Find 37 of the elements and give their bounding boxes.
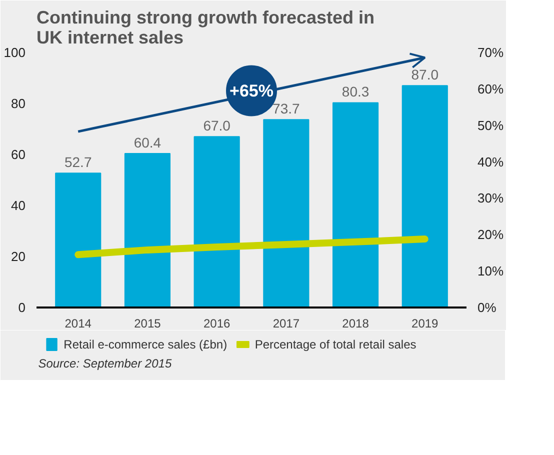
y-tick-label: 100 bbox=[4, 45, 26, 60]
chart-title: Continuing strong growth forecasted in UK internet sales bbox=[36, 8, 374, 48]
y2-tick-label: 10% bbox=[478, 264, 504, 279]
x-tick-label: 2015 bbox=[134, 316, 162, 330]
x-tick-label: 2016 bbox=[203, 316, 230, 330]
source-note: Source: September 2015 bbox=[38, 356, 172, 370]
data-label: 67.0 bbox=[203, 118, 231, 134]
x-tick-label: 2017 bbox=[272, 316, 300, 330]
bar bbox=[402, 85, 448, 308]
bar bbox=[124, 152, 171, 308]
x-tick-label: 2019 bbox=[412, 316, 439, 330]
y2-tick-label: 60% bbox=[478, 81, 504, 96]
bar bbox=[263, 119, 310, 308]
bar bbox=[332, 102, 379, 308]
y-tick-label: 40 bbox=[11, 198, 26, 213]
annotation: +65% bbox=[230, 81, 274, 100]
y2-tick-label: 70% bbox=[478, 45, 504, 60]
x-tick-label: 2018 bbox=[342, 316, 370, 330]
y2-tick-label: 20% bbox=[478, 227, 504, 242]
data-label: 52.7 bbox=[64, 154, 92, 170]
legend-label: Retail e-commerce sales (£bn) bbox=[64, 338, 228, 352]
data-label: 80.3 bbox=[342, 84, 370, 100]
y2-tick-label: 30% bbox=[478, 190, 504, 206]
data-label: 87.0 bbox=[411, 66, 439, 83]
y-tick-label: 20 bbox=[11, 249, 26, 264]
bar bbox=[55, 172, 102, 308]
data-label: 60.4 bbox=[134, 134, 162, 150]
y-tick-label: 80 bbox=[11, 96, 26, 111]
y2-tick-label: 40% bbox=[478, 154, 504, 170]
x-tick-label: 2014 bbox=[64, 316, 92, 330]
data-label: 73.7 bbox=[272, 100, 300, 117]
y2-tick-label: 0% bbox=[478, 300, 497, 315]
y2-tick-label: 50% bbox=[478, 118, 504, 133]
bar bbox=[194, 136, 240, 308]
y-tick-label: 60 bbox=[11, 147, 26, 162]
legend-label: Percentage of total retail sales bbox=[254, 338, 416, 352]
y-tick-label: 0 bbox=[18, 300, 26, 315]
